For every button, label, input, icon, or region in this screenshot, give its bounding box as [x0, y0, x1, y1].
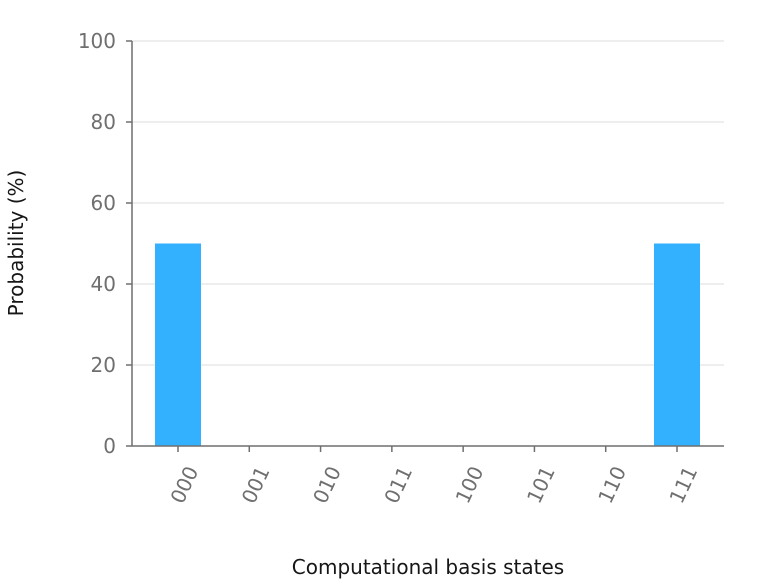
y-tick-label: 0	[103, 434, 116, 458]
x-tick-label: 000	[165, 462, 203, 507]
x-tick-label: 110	[593, 462, 631, 507]
bar-111	[654, 243, 700, 446]
x-tick-label: 101	[522, 462, 560, 507]
y-tick-labels: 0 20 40 60 80 100	[78, 29, 132, 458]
axes	[131, 41, 724, 447]
y-tick-label: 60	[91, 191, 116, 215]
bars	[155, 243, 700, 446]
y-tick-label: 40	[91, 272, 116, 296]
x-tick-label: 010	[308, 462, 346, 507]
x-axis-title: Computational basis states	[292, 555, 564, 579]
x-tick-labels: 000 001 010 011 100 101 110 111	[165, 446, 702, 507]
gridlines	[132, 40, 724, 366]
y-tick-label: 20	[91, 353, 116, 377]
bar-000	[155, 243, 201, 446]
x-tick-label: 100	[451, 462, 489, 507]
y-axis-title: Probability (%)	[4, 170, 28, 317]
x-tick-label: 111	[664, 462, 702, 507]
y-tick-label: 100	[78, 29, 116, 53]
y-tick-label: 80	[91, 110, 116, 134]
x-tick-label: 011	[379, 462, 417, 507]
x-tick-label: 001	[237, 462, 275, 507]
